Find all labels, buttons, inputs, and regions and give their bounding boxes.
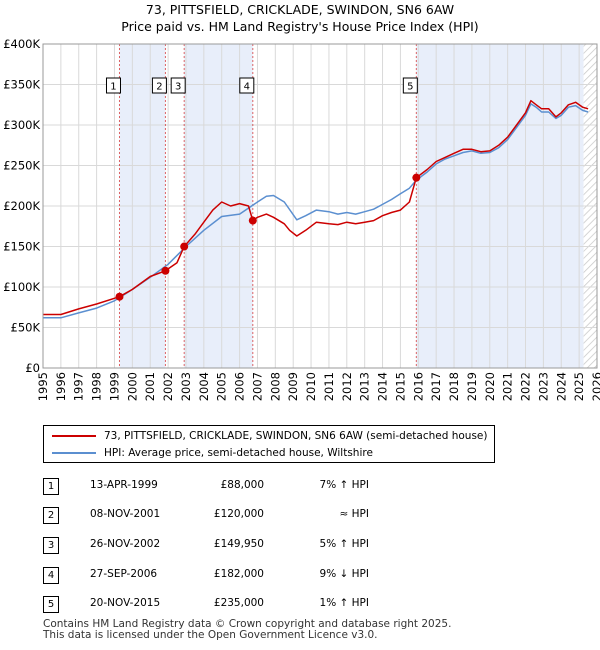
x-tick-label: 1996: [54, 372, 68, 401]
subtitle-line: Price paid vs. HM Land Registry's House …: [121, 19, 479, 34]
sale-number-box: [170, 77, 186, 94]
title-line: 73, PITTSFIELD, CRICKLADE, SWINDON, SN6 …: [145, 2, 455, 17]
row-hpi: 9% ↓ HPI: [319, 568, 369, 580]
x-tick-label: 2011: [322, 372, 336, 401]
sale-point: [412, 173, 421, 182]
sale-number-label: 2: [156, 82, 162, 93]
row-price: £88,000: [220, 479, 264, 491]
y-tick-label: £0: [25, 361, 40, 375]
legend-hpi-label: HPI: Average price, semi-detached house,…: [104, 447, 373, 459]
row-price: £182,000: [213, 568, 264, 580]
sale-number-label: 4: [244, 82, 250, 93]
x-tick-label: 1997: [72, 372, 86, 401]
row-hpi: ≈ HPI: [339, 508, 369, 520]
x-tick-label: 2012: [340, 372, 354, 401]
sale-number-box: [239, 77, 255, 94]
legend-price-swatch: [52, 435, 96, 437]
footer-attribution: Contains HM Land Registry data © Crown c…: [43, 619, 451, 641]
y-tick-label: £200K: [3, 199, 40, 213]
table-row: 1 13-APR-1999 £88,000 7% ↑ HPI: [0, 478, 600, 496]
row-number-badge: 1: [43, 478, 59, 495]
row-number-badge: 5: [43, 596, 59, 613]
price-paid-line: [43, 99, 589, 316]
x-tick-label: 1999: [107, 372, 121, 401]
x-tick-label: 2023: [536, 372, 550, 401]
y-tick-label: £50K: [11, 321, 41, 335]
x-tick-label: 2020: [483, 372, 497, 401]
legend-item-price: 73, PITTSFIELD, CRICKLADE, SWINDON, SN6 …: [52, 428, 487, 444]
row-number-badge: 3: [43, 537, 59, 554]
row-date: 27-SEP-2006: [90, 568, 158, 580]
row-price: £235,000: [213, 597, 264, 609]
chart-title: 73, PITTSFIELD, CRICKLADE, SWINDON, SN6 …: [0, 1, 600, 35]
row-date: 13-APR-1999: [90, 479, 158, 491]
sale-number-label: 3: [175, 82, 181, 93]
row-date: 26-NOV-2002: [90, 538, 161, 550]
footer-line-1: Contains HM Land Registry data © Crown c…: [43, 618, 452, 630]
x-tick-label: 2013: [358, 372, 372, 401]
sale-number-box: [402, 77, 418, 94]
y-tick-label: £250K: [3, 159, 40, 173]
x-tick-label: 2001: [143, 372, 157, 401]
y-tick-label: £100K: [3, 280, 40, 294]
row-date: 08-NOV-2001: [90, 508, 161, 520]
sale-number-label: 1: [110, 82, 116, 93]
x-tick-label: 2014: [376, 372, 390, 401]
hpi-line: [43, 103, 589, 319]
row-hpi: 5% ↑ HPI: [319, 538, 369, 550]
x-tick-label: 2000: [125, 372, 139, 401]
row-price: £120,000: [213, 508, 264, 520]
legend-hpi-swatch: [52, 452, 96, 454]
x-tick-label: 1998: [90, 372, 104, 401]
sale-point: [115, 292, 124, 301]
y-tick-label: £150K: [3, 240, 40, 254]
y-tick-label: £350K: [3, 78, 40, 92]
sale-point: [248, 216, 257, 225]
x-tick-label: 2009: [286, 372, 300, 401]
table-row: 4 27-SEP-2006 £182,000 9% ↓ HPI: [0, 567, 600, 585]
sale-number-box: [151, 77, 167, 94]
row-date: 20-NOV-2015: [90, 597, 161, 609]
plot-frame: [42, 43, 598, 369]
x-tick-label: 2010: [304, 372, 318, 401]
x-tick-label: 2003: [179, 372, 193, 401]
x-tick-label: 2026: [590, 372, 600, 401]
legend-item-hpi: HPI: Average price, semi-detached house,…: [52, 445, 373, 461]
price-chart: £0 £50K £100K £150K £200K £250K £300K £350K £400…: [3, 37, 600, 401]
x-tick-label: 1995: [36, 372, 50, 401]
sale-number-box: [105, 77, 121, 94]
x-tick-label: 2007: [250, 372, 264, 401]
x-tick-label: 2016: [411, 372, 425, 401]
x-tick-label: 2008: [268, 372, 282, 401]
row-number-badge: 2: [43, 507, 59, 524]
table-row: 2 08-NOV-2001 £120,000 ≈ HPI: [0, 507, 600, 525]
y-tick-label: £400K: [3, 37, 40, 51]
legend-price-label: 73, PITTSFIELD, CRICKLADE, SWINDON, SN6 …: [104, 430, 488, 442]
x-tick-label: 2004: [197, 372, 211, 401]
x-tick-label: 2019: [465, 372, 479, 401]
sale-point: [180, 242, 189, 251]
table-row: 3 26-NOV-2002 £149,950 5% ↑ HPI: [0, 537, 600, 555]
x-tick-label: 2022: [519, 372, 533, 401]
footer-line-2: This data is licensed under the Open Gov…: [43, 629, 378, 641]
legend: 73, PITTSFIELD, CRICKLADE, SWINDON, SN6 …: [43, 425, 495, 463]
table-row: 5 20-NOV-2015 £235,000 1% ↑ HPI: [0, 596, 600, 614]
x-tick-label: 2002: [161, 372, 175, 401]
row-number-badge: 4: [43, 567, 59, 584]
sale-number-label: 5: [407, 82, 413, 93]
x-tick-label: 2018: [447, 372, 461, 401]
x-tick-label: 2021: [501, 372, 515, 401]
sale-point: [161, 266, 170, 275]
row-hpi: 1% ↑ HPI: [319, 597, 369, 609]
x-tick-label: 2015: [393, 372, 407, 401]
x-tick-label: 2024: [554, 372, 568, 401]
x-tick-label: 2017: [429, 372, 443, 401]
y-tick-label: £300K: [3, 118, 40, 132]
x-tick-label: 2005: [215, 372, 229, 401]
x-tick-label: 2006: [233, 372, 247, 401]
row-price: £149,950: [213, 538, 264, 550]
x-tick-label: 2025: [572, 372, 586, 401]
row-hpi: 7% ↑ HPI: [319, 479, 369, 491]
